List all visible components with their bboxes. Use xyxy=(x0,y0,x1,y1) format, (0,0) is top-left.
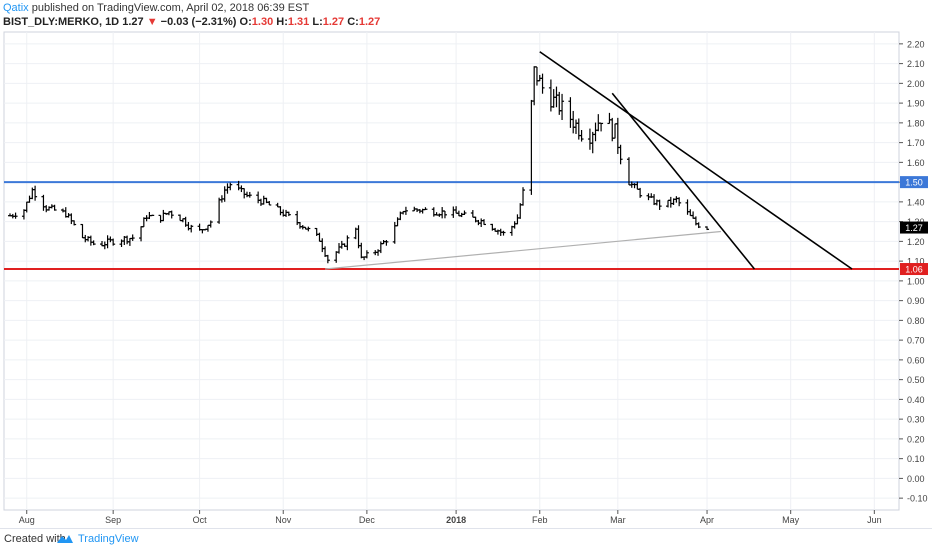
low-value: 1.27 xyxy=(322,16,345,28)
created-with-text: Created with xyxy=(4,533,66,545)
resistance-price-tag-bg xyxy=(900,176,928,189)
x-tick-label: Mar xyxy=(610,515,626,525)
x-tick-label: Nov xyxy=(275,515,292,525)
x-tick-label: Dec xyxy=(359,515,376,525)
chart-grid xyxy=(3,31,900,511)
x-tick-label: May xyxy=(782,515,800,525)
high-label: H: xyxy=(276,16,288,28)
y-tick-label: 0.30 xyxy=(907,415,925,425)
tradingview-brand-link[interactable]: TradingView xyxy=(78,533,139,545)
downtrend-2-line xyxy=(611,92,756,270)
x-tick-label: Feb xyxy=(532,515,548,525)
y-tick-label: 0.50 xyxy=(907,375,925,385)
time-axis[interactable]: Aug Sep Oct Nov Dec 2018 Feb Mar Apr May Jun xyxy=(19,510,882,525)
y-tick-label: 1.20 xyxy=(907,237,925,247)
support-price-tag: 1.06 xyxy=(905,265,923,275)
y-tick-label: 1.70 xyxy=(907,138,925,148)
open-value: 1.30 xyxy=(251,16,274,28)
x-tick-label: Aug xyxy=(19,515,35,525)
author-link[interactable]: Qatix xyxy=(3,2,29,14)
y-tick-label: 0.10 xyxy=(907,454,925,464)
price-chart[interactable]: 2.20 2.10 2.00 1.90 1.80 1.70 1.60 1.50 1.40 1.30… xyxy=(0,0,932,528)
y-tick-label: 1.60 xyxy=(907,158,925,168)
symbol-label[interactable]: BIST_DLY:MERKO, 1D xyxy=(3,16,120,28)
chart-header: Qatix published on TradingView.com, Apri… xyxy=(0,0,932,30)
y-tick-label: 0.00 xyxy=(907,474,925,484)
down-arrow-icon: ▼ xyxy=(146,16,158,28)
y-tick-label: 1.10 xyxy=(907,257,925,267)
x-tick-label: Jun xyxy=(867,515,882,525)
y-tick-label: 1.00 xyxy=(907,276,925,286)
y-tick-label: -0.10 xyxy=(907,494,928,504)
published-text: published on TradingView.com, April 02, … xyxy=(28,2,310,14)
y-tick-label: 2.00 xyxy=(907,79,925,89)
close-label: C: xyxy=(347,16,359,28)
y-tick-label: 2.20 xyxy=(907,39,925,49)
ohlc-legend: BIST_DLY:MERKO, 1D 1.27 ▼ −0.03 (−2.31%)… xyxy=(3,16,380,28)
x-tick-label: 2018 xyxy=(446,515,466,525)
horizontal-lines[interactable] xyxy=(4,181,899,271)
x-tick-label: Sep xyxy=(105,515,121,525)
x-tick-label: Oct xyxy=(193,515,208,525)
plot-frame xyxy=(3,31,900,511)
price-tags: 1.50 1.06 1.27 xyxy=(900,176,928,276)
downtrend-1-line xyxy=(539,51,853,270)
support-price-tag-bg xyxy=(900,263,928,276)
y-tick-label: 0.20 xyxy=(907,434,925,444)
low-label: L: xyxy=(312,16,323,28)
y-tick-label: 2.10 xyxy=(907,59,925,69)
open-label: O: xyxy=(239,16,252,28)
y-tick-label: 0.90 xyxy=(907,296,925,306)
y-tick-label: 1.90 xyxy=(907,99,925,109)
resistance-price-tag: 1.50 xyxy=(905,178,923,188)
publish-line: Qatix published on TradingView.com, Apri… xyxy=(3,2,309,14)
x-tick-label: Apr xyxy=(700,515,714,525)
price-change: −0.03 (−2.31%) xyxy=(160,16,237,28)
y-tick-label: 1.80 xyxy=(907,118,925,128)
y-tick-label: 1.40 xyxy=(907,197,925,207)
close-value: 1.27 xyxy=(358,16,381,28)
trend-lines[interactable] xyxy=(325,51,853,270)
y-tick-label: 0.60 xyxy=(907,355,925,365)
y-tick-label: 0.40 xyxy=(907,395,925,405)
last-price-tag: 1.27 xyxy=(905,223,923,233)
y-tick-label: 0.80 xyxy=(907,316,925,326)
ohlc-bars xyxy=(8,66,710,264)
y-tick-label: 0.70 xyxy=(907,336,925,346)
tradingview-logo-icon xyxy=(57,535,73,543)
footer: Created with TradingView xyxy=(0,528,932,551)
rising-support-line xyxy=(325,230,722,270)
last-price: 1.27 xyxy=(122,16,144,28)
last-price-tag-bg xyxy=(900,221,928,234)
high-value: 1.31 xyxy=(287,16,310,28)
